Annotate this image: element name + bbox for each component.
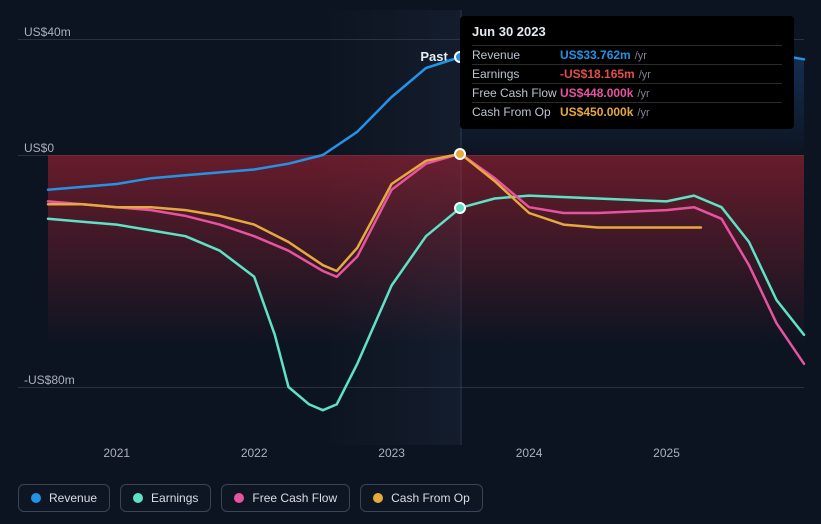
legend-label: Cash From Op (391, 491, 470, 505)
tooltip-row-label: Earnings (472, 67, 560, 81)
tooltip-row-value: US$450.000k (560, 105, 633, 119)
legend-label: Revenue (49, 491, 97, 505)
x-axis-label: 2022 (241, 446, 268, 460)
tooltip-row-value: -US$18.165m (560, 67, 635, 81)
marker (454, 202, 466, 214)
tooltip-row: Cash From OpUS$450.000k/yr (472, 102, 782, 121)
tooltip-row-value: US$448.000k (560, 86, 633, 100)
tooltip-row-unit: /yr (639, 69, 651, 81)
tooltip-row-unit: /yr (637, 88, 649, 100)
legend-item-earnings[interactable]: Earnings (120, 484, 211, 512)
tooltip-row: Earnings-US$18.165m/yr (472, 64, 782, 83)
legend: Revenue Earnings Free Cash Flow Cash From O… (18, 484, 483, 512)
legend-item-revenue[interactable]: Revenue (18, 484, 110, 512)
negative-area (48, 155, 804, 344)
x-axis-label: 2024 (516, 446, 543, 460)
tooltip-row-label: Revenue (472, 48, 560, 62)
legend-label: Earnings (151, 491, 198, 505)
x-axis-label: 2021 (103, 446, 130, 460)
legend-label: Free Cash Flow (252, 491, 337, 505)
legend-dot-icon (373, 493, 383, 503)
tooltip: Jun 30 2023 RevenueUS$33.762m/yrEarnings… (460, 16, 794, 129)
tooltip-title: Jun 30 2023 (472, 24, 782, 39)
tooltip-row-label: Free Cash Flow (472, 86, 560, 100)
marker (454, 148, 466, 160)
tooltip-row: Free Cash FlowUS$448.000k/yr (472, 83, 782, 102)
x-axis-label: 2023 (378, 446, 405, 460)
legend-item-fcf[interactable]: Free Cash Flow (221, 484, 350, 512)
legend-dot-icon (133, 493, 143, 503)
financial-chart: US$40mUS$0-US$80mPastAnalysts Forecasts … (0, 0, 821, 524)
tooltip-row: RevenueUS$33.762m/yr (472, 45, 782, 64)
tooltip-row-value: US$33.762m (560, 48, 631, 62)
legend-dot-icon (234, 493, 244, 503)
tooltip-row-label: Cash From Op (472, 105, 560, 119)
legend-item-cfo[interactable]: Cash From Op (360, 484, 483, 512)
tooltip-row-unit: /yr (637, 107, 649, 119)
tooltip-row-unit: /yr (635, 50, 647, 62)
x-axis-label: 2025 (653, 446, 680, 460)
legend-dot-icon (31, 493, 41, 503)
